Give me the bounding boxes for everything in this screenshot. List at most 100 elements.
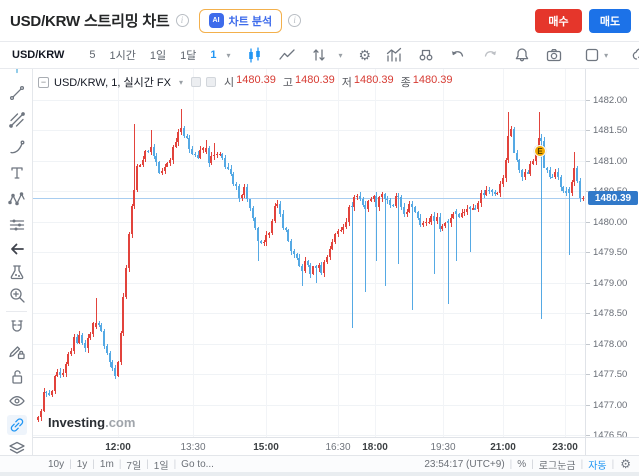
candle	[240, 194, 243, 199]
candle	[405, 211, 408, 215]
forecast-tool[interactable]	[7, 215, 27, 235]
open-value: 1480.39	[236, 74, 276, 86]
zoom-in-tool[interactable]	[7, 285, 27, 305]
measure-tool[interactable]	[7, 262, 27, 282]
candle	[213, 154, 215, 156]
compare-button[interactable]	[303, 44, 335, 66]
candle	[361, 198, 364, 206]
y-axis-label: 1481.50	[593, 125, 628, 137]
interval-dropdown-icon[interactable]: ▾	[226, 50, 231, 60]
economic-event-marker[interactable]: E	[534, 145, 546, 157]
template-dropdown-icon[interactable]: ▾	[604, 50, 609, 60]
candle	[331, 242, 334, 250]
range-10y[interactable]: 10y	[48, 458, 65, 470]
range-1d[interactable]: 1일	[153, 460, 169, 472]
interval-1m-selected[interactable]: 1	[210, 49, 217, 61]
grid-line-h	[33, 282, 585, 284]
clock[interactable]: 23:54:17 (UTC+9)	[424, 458, 505, 470]
template-button[interactable]: ▾	[576, 44, 618, 66]
y-axis-label: 1477.50	[593, 369, 628, 381]
candle	[237, 186, 240, 199]
candle	[400, 197, 402, 207]
candle	[554, 171, 556, 178]
axis-settings-gear-icon[interactable]: ⚙	[620, 457, 631, 471]
candle	[529, 164, 532, 174]
chart-plot-area[interactable]: Investing.com E − USD/KRW, 1, 실시간 FX ▾ 시…	[33, 69, 585, 437]
legend-settings-icon[interactable]	[205, 77, 216, 87]
chart-analysis-button[interactable]: AI 차트 분석	[198, 8, 283, 33]
candle	[53, 376, 56, 391]
buy-button[interactable]: 매수	[535, 8, 582, 33]
candle	[526, 172, 529, 174]
back-arrow-tool[interactable]	[7, 239, 27, 259]
candle	[532, 160, 534, 165]
grid-line-v	[118, 69, 119, 437]
candle	[433, 215, 435, 221]
legend-dropdown-icon[interactable]: ▾	[178, 77, 183, 87]
sync-drawings-tool[interactable]	[7, 415, 27, 435]
redo-button[interactable]	[474, 44, 506, 66]
interval-1h[interactable]: 1시간	[109, 50, 136, 62]
link-icon	[10, 418, 24, 432]
candle-style-button[interactable]	[239, 44, 271, 66]
candle	[75, 337, 78, 343]
settings-gear-icon[interactable]: ⚙	[358, 47, 372, 63]
range-7d[interactable]: 7일	[126, 460, 142, 472]
candle	[507, 136, 510, 161]
go-to-button[interactable]: Go to...	[181, 458, 214, 470]
candle	[298, 258, 301, 267]
auto-scale-button[interactable]: 자동	[588, 460, 607, 472]
candle	[292, 251, 295, 254]
candle	[202, 148, 204, 150]
y-axis-label: 1478.00	[593, 338, 628, 350]
legend-title[interactable]: USD/KRW, 1, 실시간 FX	[54, 77, 171, 89]
axis-corner	[585, 437, 639, 455]
magnet-tool[interactable]	[7, 317, 27, 337]
text-tool[interactable]	[7, 163, 27, 183]
symbol-button[interactable]: USD/KRW	[12, 49, 65, 61]
legend-eye-icon[interactable]	[190, 77, 201, 87]
info-icon[interactable]: i	[175, 14, 189, 27]
log-scale-button[interactable]: 로그눈금	[538, 460, 576, 472]
indicators-button[interactable]	[378, 44, 410, 66]
line-style-button[interactable]	[271, 44, 303, 66]
load-chart-button[interactable]	[624, 44, 639, 66]
alert-button[interactable]	[506, 44, 538, 66]
candle	[64, 363, 67, 374]
info-icon[interactable]: i	[288, 14, 302, 27]
hide-all-tool[interactable]	[7, 391, 27, 411]
gann-fib-tool[interactable]	[7, 110, 27, 130]
object-tree-tool[interactable]	[7, 439, 27, 459]
candle	[185, 136, 188, 138]
price-axis[interactable]: 1480.39 1482.001481.501481.001480.501480…	[585, 69, 639, 441]
interval-1mo[interactable]: 1달	[180, 50, 197, 62]
candle	[556, 171, 559, 178]
time-axis[interactable]: 12:00 13:30 15:00 16:30 18:00 19:30 21:00 23:00	[33, 437, 585, 455]
layers-icon	[9, 441, 25, 454]
candle	[378, 197, 380, 207]
range-1m[interactable]: 1m	[99, 458, 114, 470]
trendline-tool[interactable]	[7, 83, 27, 103]
x-axis-label: 21:00	[490, 442, 516, 453]
pattern-tool[interactable]	[7, 189, 27, 209]
brush-tool[interactable]	[7, 137, 27, 157]
candle	[50, 390, 53, 395]
undo-button[interactable]	[442, 44, 474, 66]
interval-1d[interactable]: 1일	[149, 50, 167, 62]
interval-5m[interactable]: 5	[89, 49, 96, 61]
candle	[567, 189, 570, 193]
lock-all-tool[interactable]	[7, 367, 27, 387]
candle	[160, 170, 163, 173]
snapshot-button[interactable]	[538, 44, 570, 66]
sell-button[interactable]: 매도	[589, 8, 631, 33]
percent-scale-button[interactable]: %	[517, 458, 527, 470]
style-dropdown-icon[interactable]: ▾	[338, 50, 343, 60]
candle	[548, 170, 551, 178]
compare-symbols-icon	[419, 49, 433, 61]
legend-collapse-icon[interactable]: −	[38, 76, 49, 88]
cloud-download-icon	[632, 48, 639, 60]
candle	[122, 296, 125, 334]
compare-symbols-button[interactable]	[410, 44, 442, 66]
range-1y[interactable]: 1y	[76, 458, 88, 470]
drawing-lock-tool[interactable]	[7, 342, 27, 362]
